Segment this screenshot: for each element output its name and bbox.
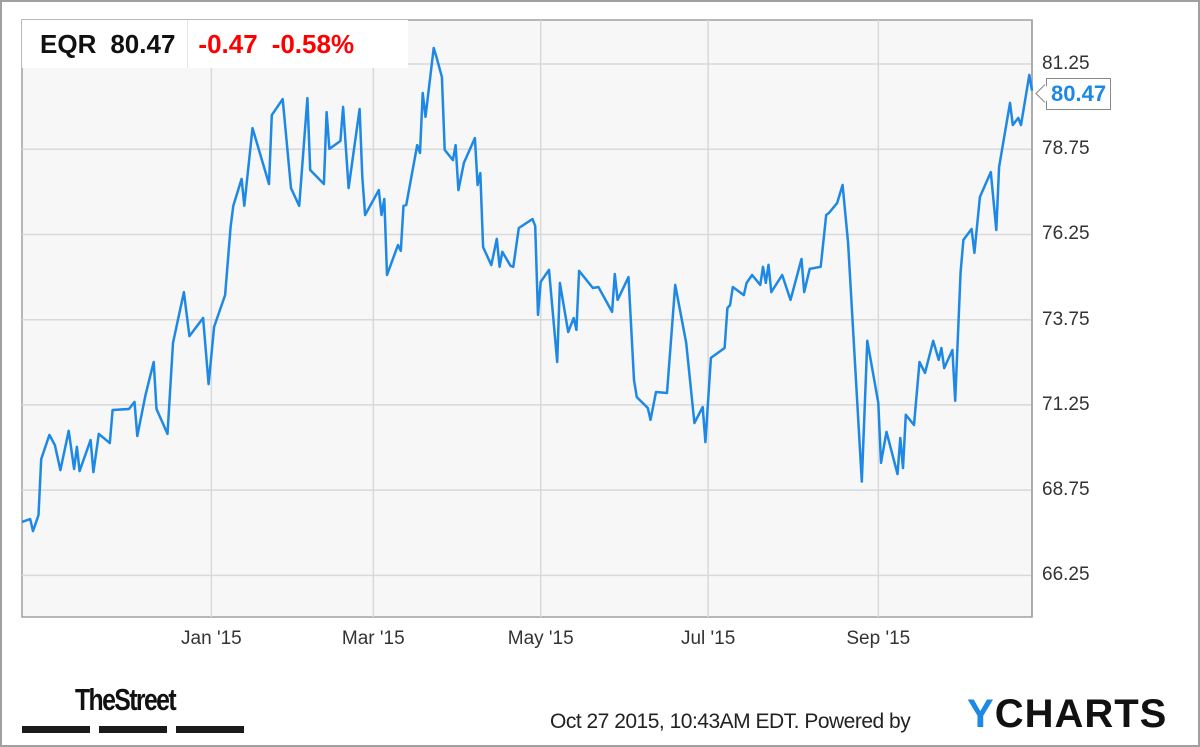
y-tick-label: 81.25 xyxy=(1042,52,1090,74)
x-tick-label: Sep '15 xyxy=(846,628,911,649)
x-tick-label: May '15 xyxy=(507,628,574,649)
y-tick-label: 68.75 xyxy=(1042,479,1090,501)
logo-bar xyxy=(22,726,90,733)
x-tick-label: Mar '15 xyxy=(341,628,405,649)
logo-bar xyxy=(99,726,167,733)
quote-price: 80.47 xyxy=(110,28,176,59)
y-tick-label: 78.75 xyxy=(1042,138,1090,160)
price-change-percent: -0.58% xyxy=(271,28,355,59)
x-tick-label: Jul '15 xyxy=(680,628,736,649)
price-change: -0.47 xyxy=(198,28,258,59)
timestamp-powered-by: Oct 27 2015, 10:43AM EDT. Powered by xyxy=(550,710,911,734)
header-divider xyxy=(187,20,189,68)
y-tick-label: 73.75 xyxy=(1042,308,1090,330)
x-tick-label: Jan '15 xyxy=(181,628,242,649)
ticker-symbol: EQR xyxy=(40,28,97,59)
plot-area xyxy=(21,19,1033,618)
thestreet-logo: TheStreet xyxy=(75,682,177,717)
powered-by: Powered by xyxy=(804,710,911,733)
last-price-marker: 80.47 xyxy=(1046,78,1112,110)
y-tick-label: 71.25 xyxy=(1042,393,1090,415)
y-tick-label: 66.25 xyxy=(1042,564,1090,586)
price-line xyxy=(21,46,1034,533)
logo-bar xyxy=(176,726,244,733)
timestamp: Oct 27 2015, 10:43AM EDT. xyxy=(550,710,799,733)
y-tick-label: 76.25 xyxy=(1042,223,1090,245)
ycharts-logo: YCHARTS xyxy=(967,692,1168,736)
quote-header: EQR 80.47 -0.47 -0.58% xyxy=(22,20,408,68)
